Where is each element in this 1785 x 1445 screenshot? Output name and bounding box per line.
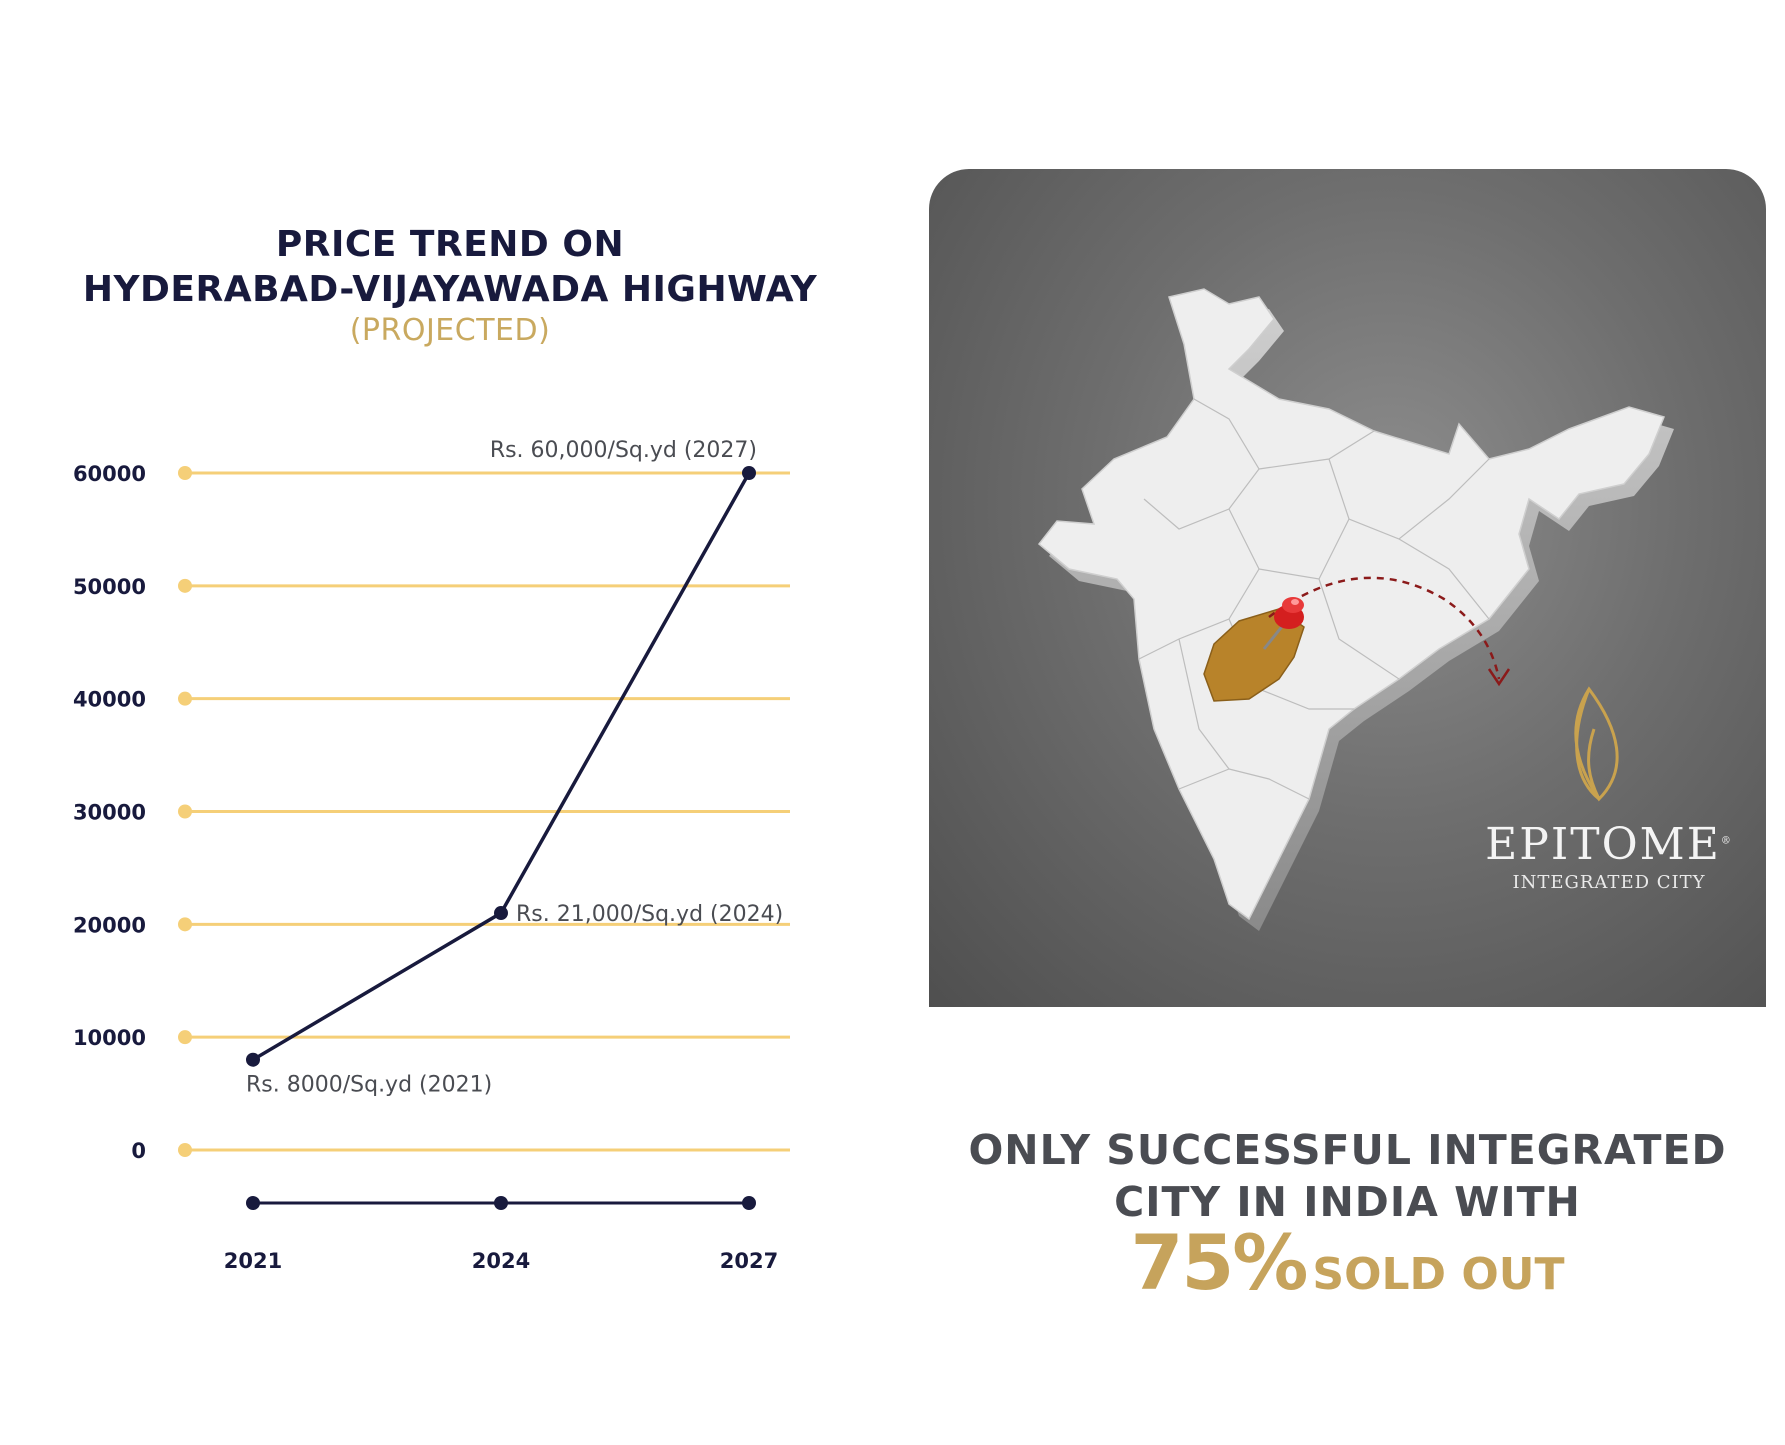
chart-title: PRICE TREND ON — [275, 224, 625, 265]
price-trend-chart: 0 10000 20000 30000 40000 50000 60000 2021 2024 2… — [73, 438, 790, 1273]
y-tick-label-0: 0 — [131, 1139, 146, 1163]
x-tick-label-2024: 2024 — [472, 1249, 530, 1273]
tagline-highlight: 75% SOLD OUT — [929, 1218, 1766, 1307]
y-tick-label-60000: 60000 — [73, 462, 146, 486]
y-tick-label-40000: 40000 — [73, 688, 146, 712]
y-tick-label-30000: 30000 — [73, 801, 146, 825]
chart-title-line2: HYDERABAD-VIJAYAWADA HIGHWAY — [82, 269, 818, 310]
x-tick-label-2027: 2027 — [720, 1249, 778, 1273]
x-tick-label-2021: 2021 — [224, 1249, 282, 1273]
data-label-2027: Rs. 60,000/Sq.yd (2027) — [490, 438, 757, 463]
x-axis-dot-2021 — [246, 1196, 260, 1210]
brand-subtitle: INTEGRATED CITY — [1512, 872, 1706, 893]
india-map-icon — [1037, 288, 1674, 931]
data-label-2024: Rs. 21,000/Sq.yd (2024) — [516, 902, 783, 927]
y-tick-dot-10000 — [178, 1030, 192, 1045]
y-tick-label-20000: 20000 — [73, 913, 146, 937]
brand-name: EPITOME® — [1459, 819, 1759, 870]
y-tick-dot-30000 — [178, 804, 192, 819]
map-pin-icon — [1262, 597, 1304, 650]
data-label-2021: Rs. 8000/Sq.yd (2021) — [246, 1073, 492, 1098]
y-tick-dot-0 — [178, 1143, 192, 1157]
y-tick-label-10000: 10000 — [73, 1026, 146, 1050]
data-point-2021 — [246, 1052, 260, 1067]
y-tick-dot-40000 — [178, 691, 192, 706]
map-panel: EPITOME® INTEGRATED CITY — [929, 169, 1766, 1007]
x-axis-dot-2024 — [494, 1196, 508, 1210]
data-point-2024 — [494, 906, 508, 921]
leaf-logo-icon — [1574, 686, 1619, 802]
y-tick-dot-60000 — [178, 466, 192, 480]
tagline-line1: ONLY SUCCESSFUL INTEGRATED — [968, 1126, 1727, 1174]
registered-mark: ® — [1720, 835, 1733, 847]
brand-name-text: EPITOME — [1485, 819, 1721, 870]
sold-percent: 75% — [1130, 1218, 1308, 1307]
series-line — [252, 472, 751, 1062]
y-tick-label-50000: 50000 — [73, 575, 146, 599]
chart-subtitle: (PROJECTED) — [349, 313, 551, 348]
data-point-2027 — [742, 466, 756, 480]
tagline-line2: CITY IN INDIA WITH — [1114, 1178, 1581, 1226]
x-axis-dot-2027 — [742, 1196, 756, 1210]
sold-out-label: SOLD OUT — [1312, 1249, 1565, 1300]
y-tick-dot-50000 — [178, 578, 192, 593]
y-tick-dot-20000 — [178, 917, 192, 932]
